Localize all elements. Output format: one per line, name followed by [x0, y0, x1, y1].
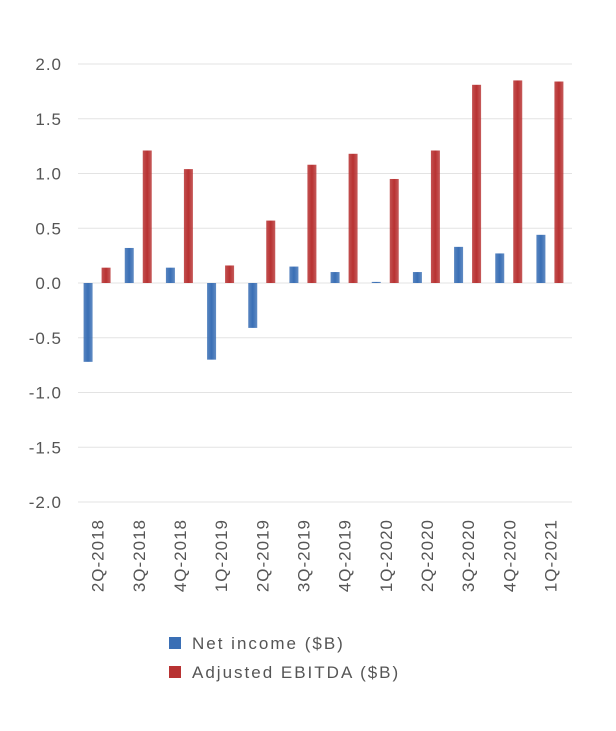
- x-tick-label: 4Q-2019: [336, 519, 355, 592]
- net-income-bar-2Q-2019: [248, 283, 258, 328]
- legend-swatch-net-income: [169, 637, 181, 649]
- y-tick-label: -2.0: [29, 493, 62, 512]
- y-tick-label: 2.0: [35, 55, 62, 74]
- legend: Net income ($B) Adjusted EBITDA ($B): [169, 634, 400, 682]
- y-tick-label: -1.0: [29, 384, 62, 403]
- net-income-bar-1Q-2019: [207, 283, 217, 360]
- bars: [83, 80, 564, 362]
- x-tick-label: 4Q-2018: [171, 519, 190, 592]
- y-axis-ticks: 2.0 1.5 1.0 0.5 0.0 -0.5 -1.0 -1.5 -2.0: [29, 55, 62, 512]
- legend-item-adjusted-ebitda: Adjusted EBITDA ($B): [169, 663, 400, 682]
- y-tick-label: -1.5: [29, 438, 62, 457]
- x-tick-label: 2Q-2019: [253, 519, 272, 592]
- adjusted-ebitda-bar-2Q-2019: [266, 220, 276, 283]
- adjusted-ebitda-bar-3Q-2018: [142, 150, 152, 283]
- x-tick-label: 4Q-2020: [500, 519, 519, 592]
- y-tick-label: 0.0: [35, 274, 62, 293]
- adjusted-ebitda-bar-1Q-2020: [389, 178, 399, 283]
- y-tick-label: 0.5: [35, 219, 62, 238]
- net-income-bar-1Q-2020: [371, 281, 381, 283]
- net-income-bar-3Q-2019: [289, 266, 299, 283]
- x-tick-label: 1Q-2021: [541, 519, 560, 592]
- legend-swatch-adjusted-ebitda: [169, 666, 181, 678]
- net-income-bar-2Q-2020: [412, 272, 422, 283]
- legend-label-adjusted-ebitda: Adjusted EBITDA ($B): [192, 663, 400, 682]
- legend-item-net-income: Net income ($B): [169, 634, 345, 653]
- x-axis-ticks: 2Q-2018 3Q-2018 4Q-2018 1Q-2019 2Q-2019 3Q-20…: [89, 519, 561, 592]
- adjusted-ebitda-bar-2Q-2018: [101, 267, 111, 283]
- net-income-bar-4Q-2018: [165, 267, 175, 283]
- x-tick-label: 3Q-2019: [294, 519, 313, 592]
- net-income-bar-3Q-2018: [124, 247, 134, 283]
- adjusted-ebitda-bar-1Q-2021: [554, 81, 564, 284]
- gridlines: [78, 63, 572, 503]
- x-tick-label: 3Q-2020: [459, 519, 478, 592]
- adjusted-ebitda-bar-3Q-2019: [307, 164, 317, 283]
- y-tick-label: -0.5: [29, 329, 62, 348]
- adjusted-ebitda-bar-4Q-2019: [348, 153, 358, 283]
- net-income-bar-4Q-2019: [330, 272, 340, 283]
- net-income-bar-2Q-2018: [83, 283, 93, 362]
- adjusted-ebitda-bar-3Q-2020: [472, 84, 482, 284]
- legend-label-net-income: Net income ($B): [192, 634, 345, 653]
- adjusted-ebitda-bar-1Q-2019: [225, 265, 235, 283]
- x-tick-label: 2Q-2018: [89, 519, 108, 592]
- x-tick-label: 3Q-2018: [130, 519, 149, 592]
- x-tick-label: 1Q-2020: [377, 519, 396, 592]
- y-tick-label: 1.5: [35, 110, 62, 129]
- adjusted-ebitda-bar-4Q-2020: [513, 80, 523, 283]
- x-tick-label: 2Q-2020: [418, 519, 437, 592]
- adjusted-ebitda-bar-2Q-2020: [430, 150, 440, 283]
- net-income-bar-1Q-2021: [536, 234, 546, 283]
- adjusted-ebitda-bar-4Q-2018: [183, 169, 193, 283]
- net-income-bar-3Q-2020: [454, 246, 464, 283]
- net-income-bar-4Q-2020: [495, 253, 505, 283]
- x-tick-label: 1Q-2019: [212, 519, 231, 592]
- y-tick-label: 1.0: [35, 165, 62, 184]
